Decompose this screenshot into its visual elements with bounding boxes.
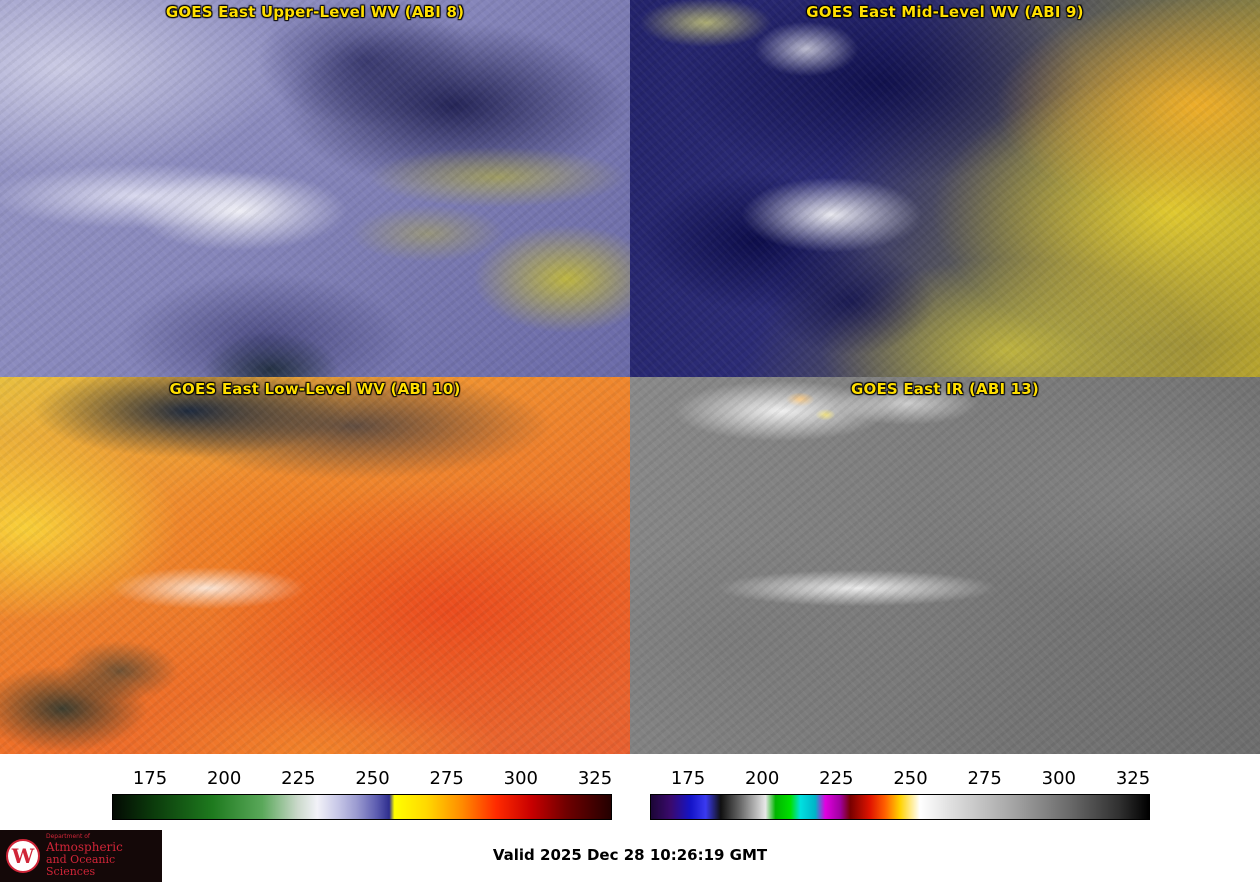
colorbar-tick: 200 [206, 768, 242, 789]
colorbar-wv: 175 200 225 250 275 300 325 [112, 766, 612, 830]
colorbar-ir-ticks: 175 200 225 250 275 300 325 [650, 766, 1150, 794]
panel-low-level-wv: GOES East Low-Level WV (ABI 10) [0, 377, 630, 754]
panel-grid: GOES East Upper-Level WV (ABI 8) GOES Ea… [0, 0, 1260, 754]
map-overlay [0, 0, 607, 377]
colorbar-row: 175 200 225 250 275 300 325 175 200 225 250 275 300… [0, 754, 1260, 830]
image-texture [630, 0, 1260, 377]
satellite-image-low-wv [0, 377, 630, 754]
panel-mid-level-wv: GOES East Mid-Level WV (ABI 9) [630, 0, 1260, 377]
image-texture [0, 377, 630, 754]
colorbar-ir: 175 200 225 250 275 300 325 [650, 766, 1150, 830]
colorbar-tick: 275 [967, 768, 1002, 789]
map-overlay [630, 0, 1237, 377]
satellite-image-ir [630, 377, 1260, 754]
panel-ir: GOES East IR (ABI 13) [630, 377, 1260, 754]
satellite-image-mid-wv [630, 0, 1260, 377]
map-overlay [0, 377, 607, 754]
panel-title: GOES East Mid-Level WV (ABI 9) [806, 3, 1084, 21]
logo-dept-label: Department of [46, 833, 90, 841]
colorbar-tick: 325 [577, 768, 613, 789]
colorbar-tick: 275 [429, 768, 464, 789]
colorbar-tick: 325 [1115, 768, 1151, 789]
satellite-image-upper-wv [0, 0, 630, 377]
colorbar-tick: 225 [819, 768, 854, 789]
footer: W Department of Atmospheric and Oceanic … [0, 830, 1260, 882]
crest-letter: W [11, 844, 35, 868]
colorbar-tick: 250 [893, 768, 928, 789]
valid-time-label: Valid 2025 Dec 28 10:26:19 GMT [492, 846, 768, 864]
panel-upper-level-wv: GOES East Upper-Level WV (ABI 8) [0, 0, 630, 377]
colorbar-tick: 300 [1041, 768, 1077, 789]
panel-title: GOES East Low-Level WV (ABI 10) [169, 380, 461, 398]
colorbar-wv-gradient [112, 794, 612, 820]
colorbar-tick: 250 [355, 768, 390, 789]
uw-crest-icon: W [6, 839, 40, 873]
colorbar-tick: 300 [503, 768, 539, 789]
panel-title: GOES East Upper-Level WV (ABI 8) [165, 3, 465, 21]
image-texture [630, 377, 1260, 754]
colorbar-tick: 175 [670, 768, 706, 789]
colorbar-tick: 225 [281, 768, 316, 789]
aos-department-logo: W Department of Atmospheric and Oceanic … [0, 830, 162, 882]
logo-line2: and Oceanic Sciences [46, 852, 116, 878]
image-texture [0, 0, 630, 377]
panel-title: GOES East IR (ABI 13) [850, 380, 1039, 398]
logo-text: Department of Atmospheric and Oceanic Sc… [46, 833, 162, 878]
colorbar-tick: 200 [744, 768, 780, 789]
colorbar-ir-gradient [650, 794, 1150, 820]
map-overlay [630, 377, 1237, 754]
colorbar-wv-ticks: 175 200 225 250 275 300 325 [112, 766, 612, 794]
logo-line1: Atmospheric [46, 839, 123, 854]
colorbar-tick: 175 [132, 768, 168, 789]
